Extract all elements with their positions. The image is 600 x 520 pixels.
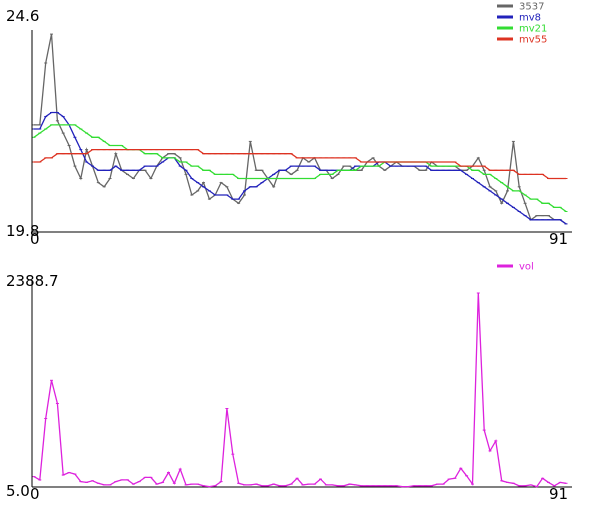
y-max-label: 2388.7 [6,272,59,290]
legend-label-vol: vol [519,262,534,273]
legend-label-mv8: mv8 [519,13,541,24]
legend: vol [497,262,534,273]
legend-label-3537: 3537 [519,2,544,13]
legend-label-mv55: mv55 [519,35,547,46]
y-min-label: 19.8 [6,222,39,240]
x-max-label: 91 [549,485,568,503]
y-min-label: 5.0 [6,482,30,500]
y-max-label: 24.6 [6,7,39,25]
series-line-3537 [34,33,567,225]
legend-label-mv21: mv21 [519,24,547,35]
series-group [32,33,568,225]
x-max-label: 91 [549,230,568,248]
volume-chart: 2388.7 5.0 0 91 vol [6,262,572,503]
series-line-vol [33,292,567,488]
x-min-label: 0 [30,485,40,503]
series-group [32,292,568,488]
x-min-label: 0 [30,230,40,248]
